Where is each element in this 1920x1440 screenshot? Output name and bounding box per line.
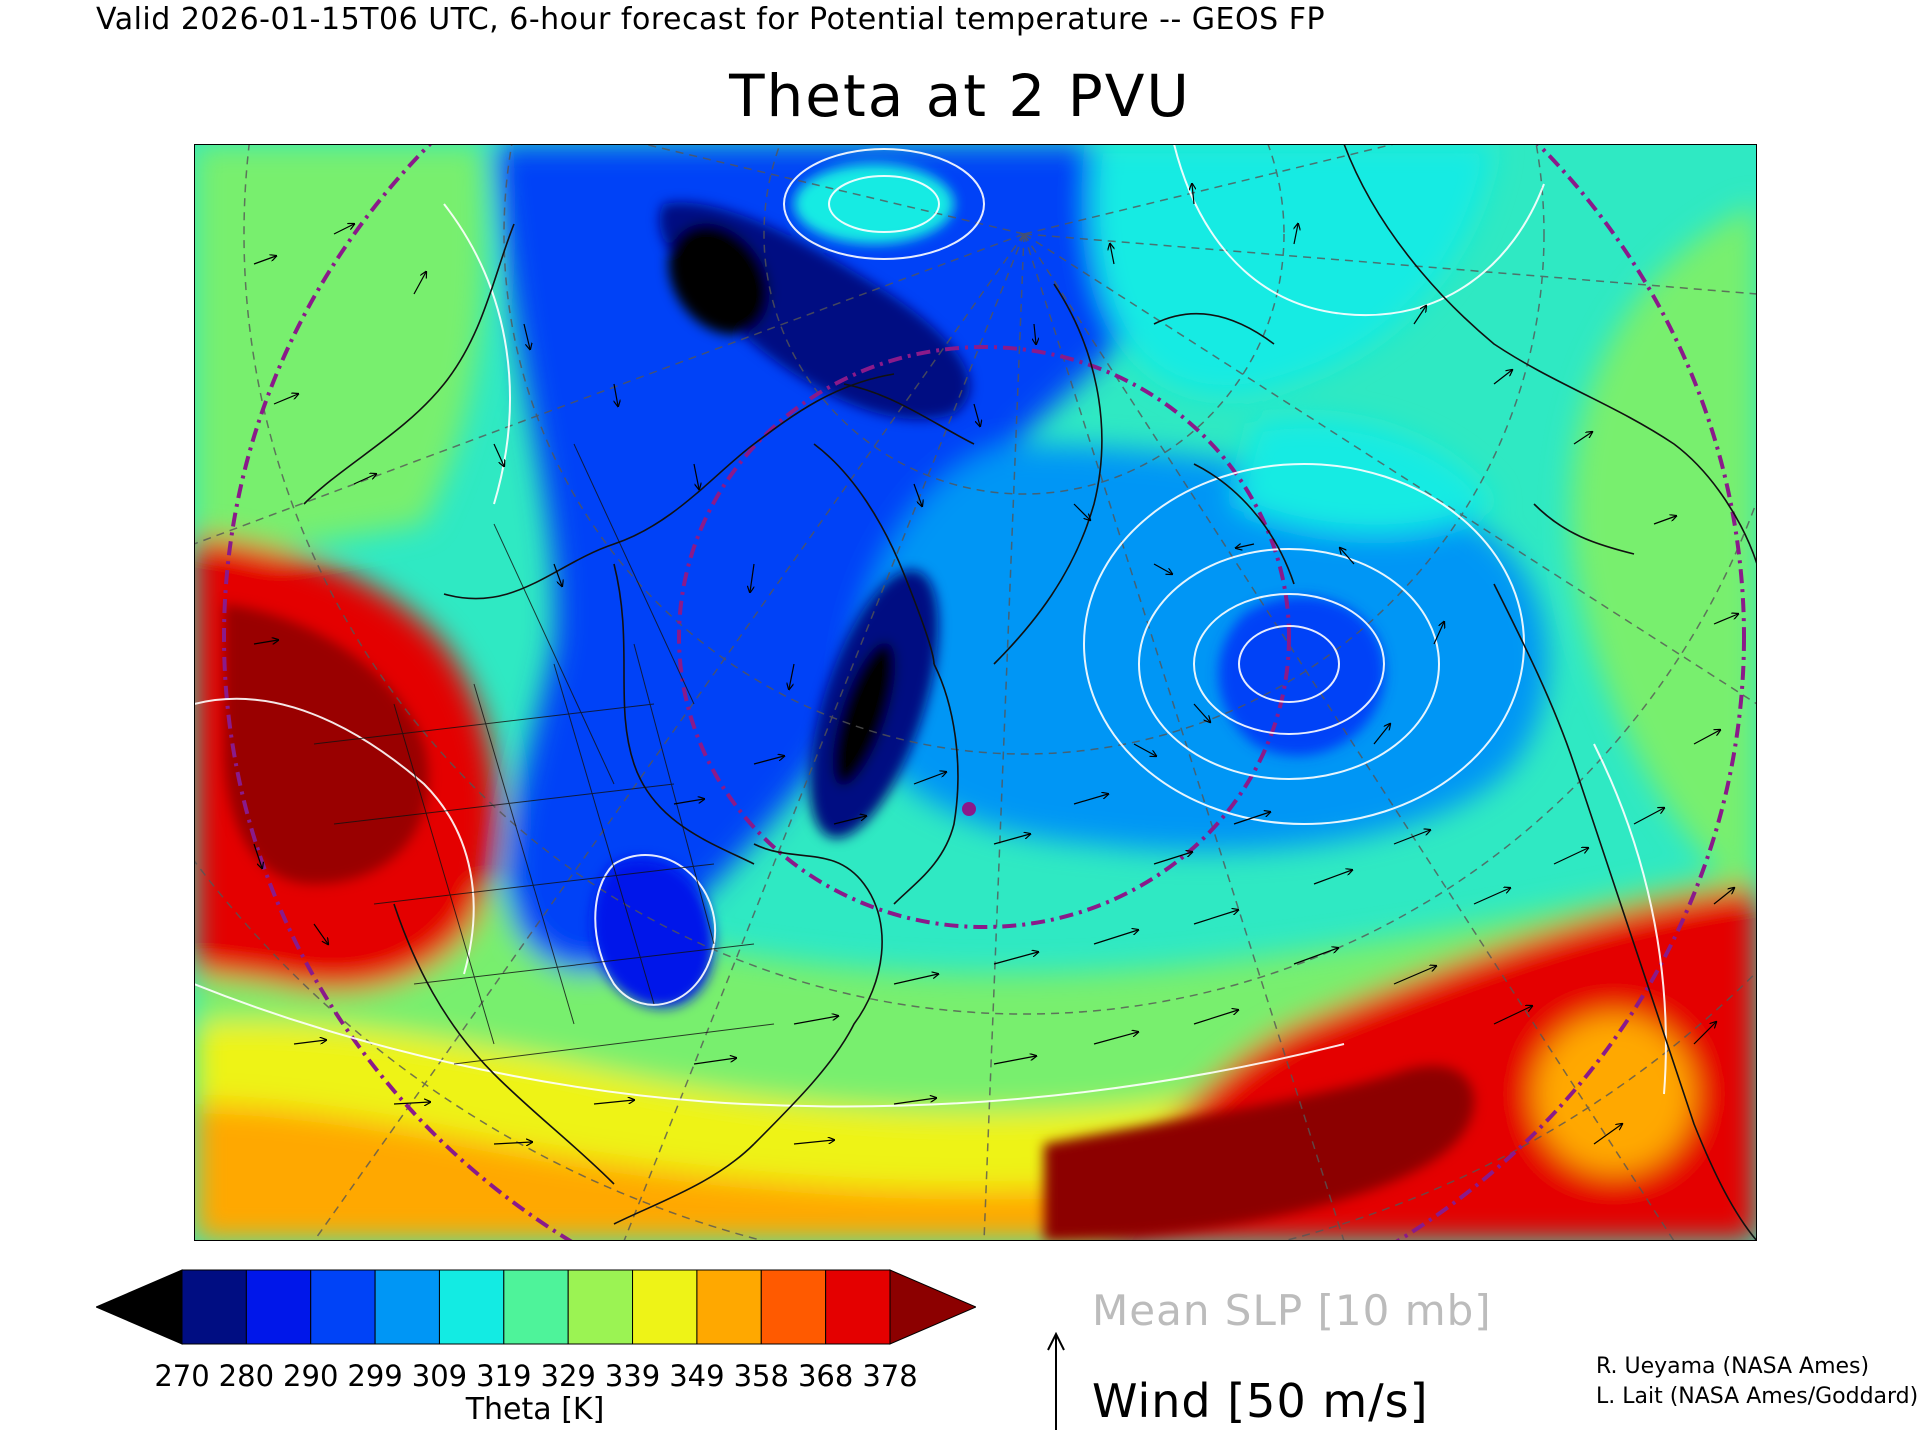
theta-colorbar [96, 1269, 976, 1345]
pole-marker [962, 802, 976, 816]
field-blue-greatlakes [592, 858, 714, 1008]
map-frame [194, 144, 1757, 1241]
wind-vectors [253, 184, 1738, 1144]
colorbar-cell-high [889, 1269, 976, 1345]
colorbar-tick-label: 378 [862, 1359, 917, 1393]
field-lightblue-center [853, 444, 1548, 852]
field-cyan-north [1090, 144, 1494, 395]
field-green-west [194, 144, 486, 564]
plot-title: Theta at 2 PVU [729, 62, 1191, 130]
colorbar-cell [503, 1269, 569, 1345]
colorbar-tick-label: 349 [669, 1359, 724, 1393]
field-blue-arctic [494, 144, 1244, 972]
colorbar-tick-label: 280 [219, 1359, 274, 1393]
field-cyan-mid [1234, 418, 1494, 534]
slp-contours [194, 144, 1667, 1108]
colorbar-tick-label: 329 [541, 1359, 596, 1393]
colorbar-tick-label: 290 [283, 1359, 338, 1393]
colorbar-cell [632, 1269, 698, 1345]
field-dark-red-west [224, 604, 429, 884]
field-dark-red-south [1044, 1065, 1474, 1241]
colorbar-label: Theta [K] [465, 1392, 605, 1427]
theta-map [194, 144, 1757, 1241]
colorbar-tick-label: 368 [798, 1359, 853, 1393]
colorbar-cell [181, 1269, 247, 1345]
slp-legend: Mean SLP [10 mb] [1092, 1286, 1492, 1335]
colorbar-ticks: 270 280 290 299 309 319 329 339 349 358 368 378 [154, 1359, 917, 1393]
credit-line-2: L. Lait (NASA Ames/Goddard) [1596, 1384, 1919, 1409]
field-black-arctic [668, 223, 770, 335]
colorbar-cell-low [96, 1269, 183, 1345]
colorbar-tick-label: 309 [412, 1359, 467, 1393]
graticule [194, 144, 1757, 1241]
colorbar-tick-label: 358 [734, 1359, 789, 1393]
field-green-east [1570, 204, 1757, 904]
colorbar-cell [567, 1269, 634, 1345]
colorbar-cell [374, 1269, 440, 1345]
colorbar-tick-label: 299 [347, 1359, 402, 1393]
forecast-valid-line: Valid 2026-01-15T06 UTC, 6-hour forecast… [96, 2, 1326, 37]
colorbar-tick-label: 339 [605, 1359, 660, 1393]
coastlines [303, 144, 1757, 1241]
political-borders [313, 443, 775, 1065]
colorbar-cell [696, 1269, 762, 1345]
colorbar-cell [245, 1269, 312, 1345]
wind-scale-arrow [1047, 1332, 1065, 1430]
colorbar-cell [825, 1269, 891, 1345]
colorbar-cell [310, 1269, 376, 1345]
colorbar-tick-label: 270 [154, 1359, 209, 1393]
field-cyan-arctic-eddy [794, 164, 954, 244]
magenta-rings [222, 144, 1746, 1241]
field-orange-blob [1534, 1014, 1694, 1174]
field-black-baffin [832, 642, 896, 786]
wind-legend: Wind [50 m/s] [1092, 1374, 1429, 1428]
colorbar-cell [760, 1269, 827, 1345]
field-blue-atlantic-low [1218, 596, 1385, 756]
credit-line-1: R. Ueyama (NASA Ames) [1596, 1354, 1870, 1379]
colorbar-cell [438, 1269, 505, 1345]
colorbar-tick-label: 319 [476, 1359, 531, 1393]
